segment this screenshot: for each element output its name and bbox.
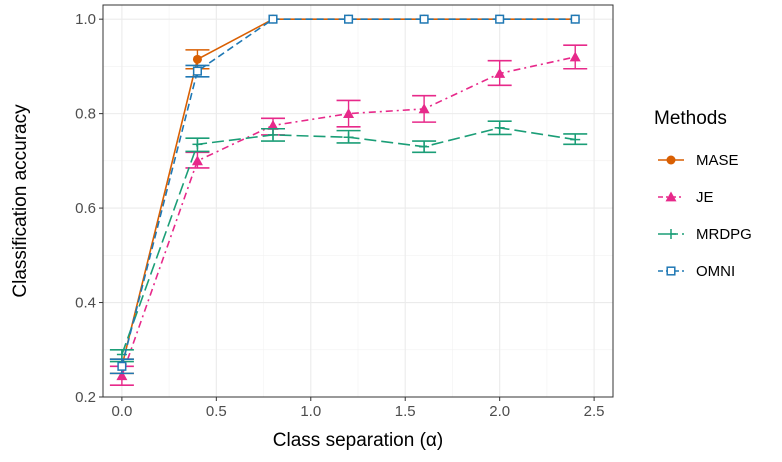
point-omni — [419, 14, 429, 24]
legend-label: JE — [696, 189, 714, 206]
series-mrdpg — [109, 120, 588, 363]
x-tick-label: 1.0 — [300, 403, 321, 420]
x-tick-label: 2.0 — [489, 403, 510, 420]
point-mrdpg — [192, 139, 203, 150]
series-layer — [109, 14, 588, 386]
y-tick-label: 0.4 — [75, 295, 96, 312]
legend-label: MRDPG — [696, 226, 752, 243]
point-je — [267, 119, 279, 130]
y-tick-label: 0.6 — [75, 200, 96, 217]
point-je — [494, 67, 506, 78]
point-mrdpg — [570, 134, 581, 145]
point-omni — [268, 14, 278, 24]
y-tick-label: 0.2 — [75, 389, 96, 406]
x-tick-label: 2.5 — [584, 403, 605, 420]
point-mase — [192, 54, 202, 64]
legend-key-marker — [666, 266, 676, 276]
point-je — [418, 103, 430, 114]
x-tick-label: 0.5 — [206, 403, 227, 420]
point-omni — [117, 361, 127, 371]
y-axis-title: Classification accuracy — [10, 104, 31, 298]
point-mrdpg — [494, 122, 505, 133]
point-mrdpg — [419, 141, 430, 152]
point-mrdpg — [343, 132, 354, 143]
x-tick-label: 1.5 — [395, 403, 416, 420]
point-je — [569, 51, 581, 62]
legend-key-marker — [666, 229, 676, 239]
point-je — [191, 155, 203, 166]
y-tick-label: 0.8 — [75, 106, 96, 123]
point-omni — [495, 14, 505, 24]
legend-title: Methods — [654, 108, 727, 129]
grid — [103, 5, 613, 398]
point-omni — [344, 14, 354, 24]
legend-label: MASE — [696, 152, 739, 169]
axes: 0.0 0.5 1.0 1.5 2.0 2.5 0.2 0.4 0.6 0.8 1.0 — [75, 11, 604, 420]
point-omni — [570, 14, 580, 24]
plot-panel-border — [102, 4, 614, 398]
legend-item-mrdpg: MRDPG — [658, 226, 752, 243]
point-omni — [192, 66, 202, 76]
legend-item-omni: OMNI — [658, 263, 735, 280]
point-je — [116, 370, 128, 381]
legend-label: OMNI — [696, 263, 735, 280]
legend-key-marker — [665, 191, 677, 202]
x-tick-label: 0.0 — [111, 403, 132, 420]
point-mrdpg — [268, 129, 278, 140]
legend-key-marker — [666, 155, 676, 165]
legend-item-mase: MASE — [658, 152, 739, 169]
legend: Methods MASE JE MRDPG OMNI — [654, 108, 752, 280]
legend-item-je: JE — [658, 189, 714, 206]
series-omni — [109, 14, 580, 375]
point-je — [343, 108, 355, 119]
x-axis-title: Class separation (α) — [273, 430, 443, 451]
y-tick-label: 1.0 — [75, 11, 96, 28]
